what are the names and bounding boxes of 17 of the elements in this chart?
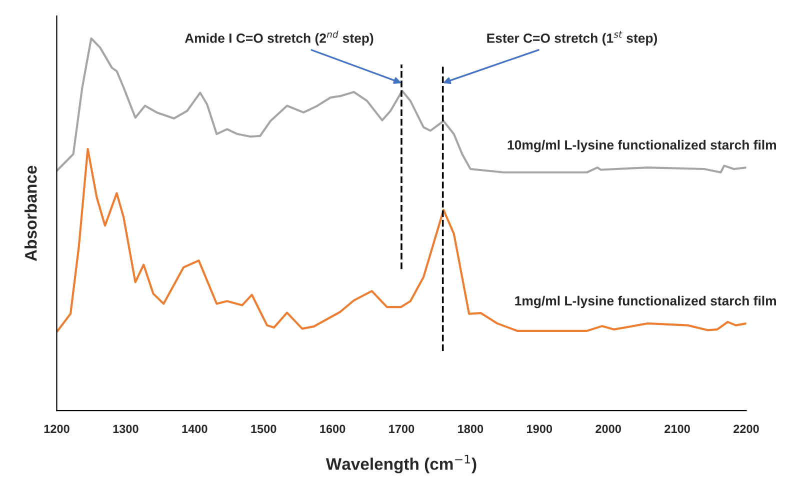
x-axis-title: Wavelength (cm$^{−1}$) (326, 454, 476, 474)
x-tick-label: 1400 (182, 424, 208, 434)
x-tick-label: 2200 (734, 424, 759, 434)
x-tick-label: 1600 (320, 424, 346, 434)
x-tick-label: 2100 (664, 424, 690, 434)
x-tick-label: 1700 (389, 424, 414, 434)
x-tick-label: 2000 (596, 424, 621, 434)
series-label: 1mg/ml L-lysine functionalized starch film (515, 296, 776, 308)
annotation: Ester C=O stretch (1$^{st}$ step) (487, 31, 658, 46)
x-tick-label: 1500 (251, 424, 276, 434)
annotation: Amide I C=O stretch (2$^{nd}$ step) (184, 30, 374, 46)
x-tick-label: 1300 (113, 424, 138, 434)
x-tick-label: 1900 (527, 424, 552, 434)
series-label: 10mg/ml L-lysine functionalized starch film (508, 140, 776, 152)
x-tick-label: 1800 (458, 424, 484, 434)
y-axis-title: Absorbance (24, 166, 37, 262)
x-tick-label: 1200 (44, 424, 70, 434)
